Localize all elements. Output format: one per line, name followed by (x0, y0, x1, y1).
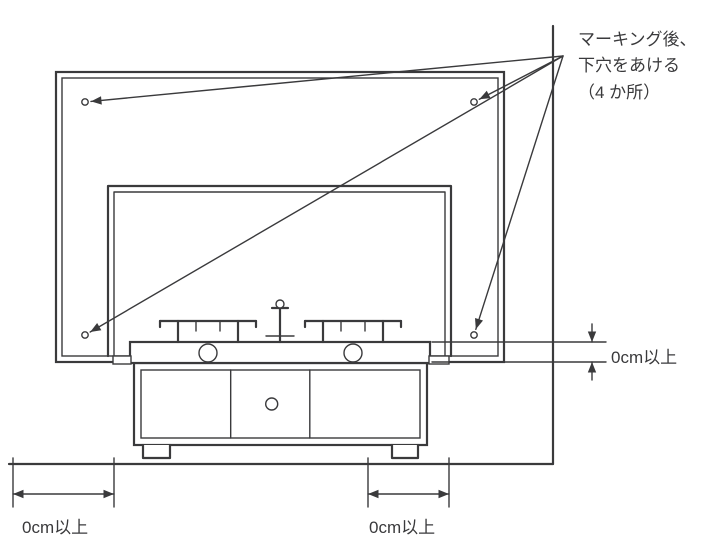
dim-bottom-left-label: 0cm以上 (22, 513, 88, 538)
annot-line1: マーキング後、 (578, 30, 697, 49)
dim-side-label: 0cm以上 (611, 343, 677, 368)
dim-bottom-right-label: 0cm以上 (369, 513, 435, 538)
annot-line3: （4 か所） (578, 83, 660, 102)
annotation-text: マーキング後、 下穴をあける （4 か所） (578, 27, 697, 106)
annot-line2: 下穴をあける (578, 56, 680, 75)
